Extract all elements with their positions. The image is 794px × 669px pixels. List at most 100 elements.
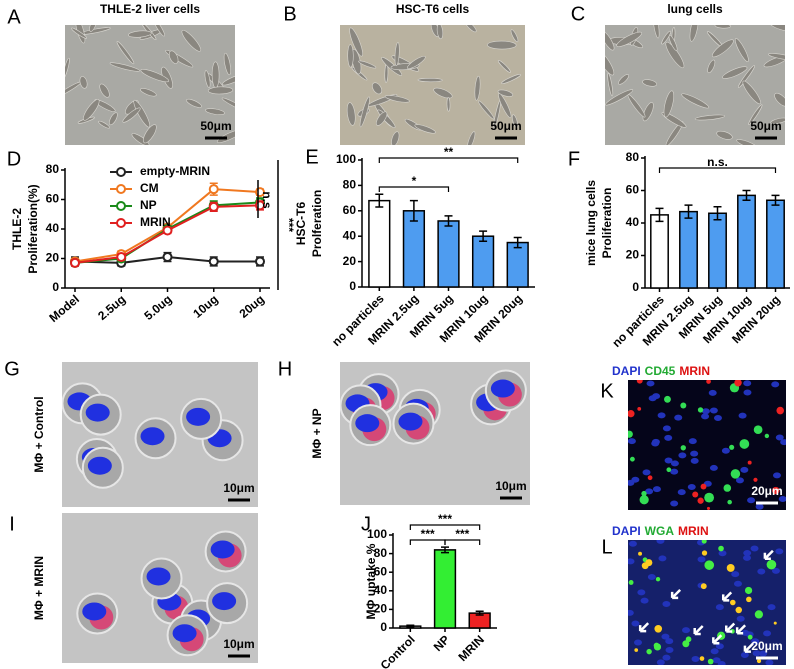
stain-label: MRIN [678, 524, 709, 538]
panel-letter: H [278, 358, 292, 380]
arrow [712, 634, 723, 645]
panel-title: lung cells [667, 2, 723, 16]
y-tick-label: 0 [380, 620, 387, 634]
cell [83, 99, 100, 121]
nucleus [750, 545, 759, 552]
nucleus [628, 609, 634, 616]
nucleus [743, 554, 752, 561]
y-tick-label: 100 [336, 152, 356, 166]
y-tick-label: 60 [374, 564, 388, 578]
cell [742, 80, 761, 105]
green-signal [704, 492, 715, 503]
micrograph [62, 362, 258, 507]
nucleus [665, 647, 674, 654]
panel-letter: C [571, 3, 585, 25]
cell [510, 29, 519, 43]
cell [512, 114, 519, 129]
cell [205, 108, 225, 115]
red-signal [773, 621, 777, 625]
image-content [340, 362, 530, 505]
nucleus [687, 484, 696, 491]
red-signal [636, 380, 643, 384]
nucleus [640, 597, 649, 604]
scale-label: 20μm [751, 484, 782, 498]
legend-label: CM [140, 181, 159, 195]
x-tick-label: 10ug [190, 292, 220, 321]
scale-label: 10μm [223, 481, 254, 495]
green-signal [666, 467, 672, 473]
green-signal [697, 407, 704, 413]
scale-label: 20μm [751, 639, 782, 653]
cell [769, 25, 785, 32]
red-signal [753, 477, 758, 482]
green-signal [764, 433, 770, 439]
cell [446, 97, 451, 112]
stain-labels: DAPI CD45 MRIN [612, 364, 710, 378]
nucleus [775, 434, 784, 441]
green-signal [707, 658, 714, 665]
nucleus [765, 659, 774, 665]
red-signal [706, 506, 711, 510]
nucleus [670, 460, 679, 467]
annotation: n.s [260, 191, 274, 209]
green-signal [753, 425, 763, 435]
nucleus [743, 389, 752, 396]
cell [347, 44, 354, 68]
green-signal [680, 402, 687, 409]
cell [501, 74, 521, 84]
cell [94, 99, 116, 112]
cell [414, 124, 436, 134]
green-signal [646, 648, 652, 655]
red-signal [726, 563, 735, 572]
panel-letter: B [283, 3, 296, 25]
stain-labels: DAPI WGA MRIN [612, 524, 709, 538]
panel-letter: F [568, 148, 580, 170]
nucleus [691, 655, 700, 662]
nucleus [355, 414, 380, 433]
arrow [725, 622, 736, 633]
cell [465, 25, 477, 33]
micrograph [65, 25, 235, 145]
nucleus [740, 651, 749, 658]
cell [487, 40, 517, 50]
y-tick-label: 20 [343, 254, 357, 268]
point [208, 201, 219, 212]
cell [181, 29, 202, 52]
sig-bracket [378, 157, 519, 163]
nucleus [631, 476, 640, 483]
cell [716, 130, 733, 140]
nucleus [210, 540, 235, 559]
cell [474, 75, 481, 101]
panel-letter: G [4, 358, 20, 380]
cell [736, 139, 758, 145]
cell [665, 41, 685, 69]
arrow [693, 625, 704, 636]
y-tick-label: 40 [46, 221, 60, 235]
cell [605, 30, 615, 51]
nucleus [628, 438, 636, 445]
stain-label: DAPI [612, 524, 641, 538]
cell [122, 107, 141, 123]
nucleus [747, 497, 756, 504]
nucleus [771, 567, 780, 574]
arrow [670, 588, 682, 600]
cell [707, 59, 716, 74]
x-tick-label: 2.5ug [95, 292, 128, 323]
image-content [628, 380, 786, 510]
cell [607, 73, 614, 97]
cell [774, 92, 785, 107]
cell [153, 25, 165, 37]
nucleus [763, 630, 772, 637]
error-bar [409, 199, 418, 222]
cell [618, 74, 630, 85]
y-tick-label: 80 [343, 178, 357, 192]
y-tick-label: 0 [632, 280, 639, 294]
stain-label: MRIN [679, 364, 710, 378]
error-bar [406, 624, 415, 628]
cell [221, 97, 235, 111]
green-signal [628, 430, 633, 438]
cell [652, 25, 660, 39]
nucleus [186, 407, 211, 426]
red-signal [645, 559, 653, 567]
